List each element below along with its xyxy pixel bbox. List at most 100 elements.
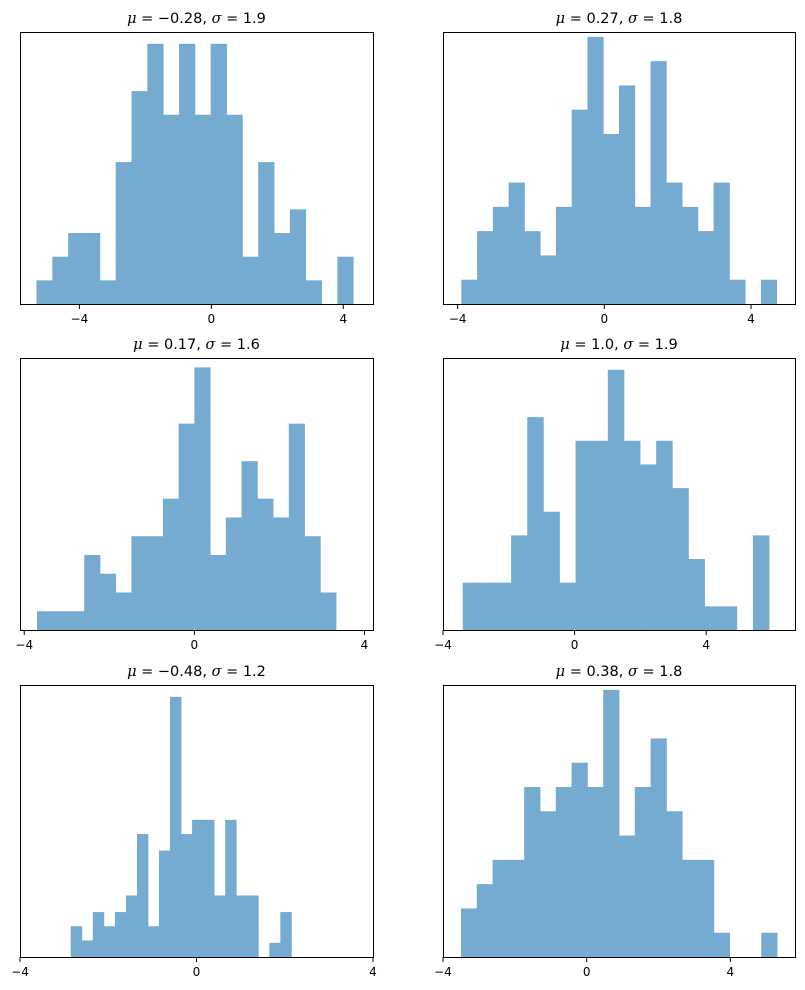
x-tick-label: 4 [702,638,710,652]
x-tick-label: 0 [601,312,609,326]
histogram-bar [147,536,164,630]
x-tick-label: 0 [583,965,591,979]
histogram-bar [492,859,509,957]
histogram-bar [697,231,714,304]
histogram-bar [704,606,722,630]
histogram-bar [269,942,281,957]
histogram-bar [720,606,738,630]
histogram-bar [320,592,337,630]
histogram-bar [543,511,560,630]
histogram-bar [540,255,557,304]
histogram-bar [603,134,620,304]
bars [37,367,337,630]
x-tick-label: 4 [747,312,755,326]
histogram-bar [114,912,127,957]
histogram-bar [337,256,354,304]
histogram-bar [623,440,641,630]
histogram-bar [524,231,541,304]
histogram-bar [84,233,101,304]
histogram-bar [131,91,148,304]
histogram-bar [640,464,657,630]
axes-frame [20,358,374,631]
histogram-bar [194,114,212,304]
axes-frame [443,32,796,305]
histogram-panel-1: −4 0 4 μ = −0.28, σ = 1.9 [20,11,374,326]
histogram-bar [752,535,770,630]
x-tick-label: −4 [15,638,33,652]
histogram-bar [575,440,593,630]
histogram-bar [729,279,746,304]
histogram-bar [214,895,226,957]
histogram-bar [460,908,478,957]
histogram-bar [508,182,525,304]
histogram-bar [477,231,494,304]
histogram-bar [508,859,525,957]
histogram-bar [203,819,215,957]
histogram-bar [257,498,274,630]
histogram-bar [163,114,180,304]
histogram-bar [170,696,182,957]
histogram-bar [226,114,243,304]
histogram-bar [555,206,573,304]
histogram-bar [131,536,148,630]
histogram-bar [462,582,480,630]
histogram-bar [210,43,227,304]
histogram-bar [158,850,171,957]
x-tick-label: 4 [727,965,735,979]
bars [70,696,292,957]
histogram-bar [103,926,116,957]
subplot-title: μ = 0.38, σ = 1.8 [556,664,683,680]
histogram-bar [304,536,321,630]
histogram-bar [650,61,667,304]
histogram-bar [527,417,544,630]
histogram-bar [587,787,604,957]
histogram-bar [225,517,242,630]
histogram-bar [194,367,211,630]
subplot-title: μ = −0.48, σ = 1.2 [127,664,266,680]
histogram-bar [672,488,689,630]
histogram-bar [236,895,248,957]
histogram-bar [607,369,625,630]
histogram-bar [225,819,237,957]
histogram-bar [274,233,291,304]
histogram-bar [70,926,83,957]
x-tick-label: −4 [434,638,452,652]
histogram-bar [247,895,259,957]
x-tick-label: −4 [11,965,29,979]
histogram-bar [68,611,85,630]
histogram-bar [713,182,730,304]
histogram-bar [539,811,557,957]
axes-frame [443,358,796,631]
histogram-panel-2: −4 0 4 μ = 0.27, σ = 1.8 [443,11,796,326]
histogram-bar [571,109,588,305]
x-tick-label: 4 [361,638,369,652]
x-tick-label: 0 [571,638,579,652]
histogram-bar [305,280,322,304]
axes-frame [443,685,796,958]
histogram-bar [178,423,195,630]
histogram-bar [92,912,105,957]
histogram-bar [591,440,609,630]
histogram-bar [81,940,94,957]
histogram-bar [84,554,101,630]
histogram-panel-3: −4 0 4 μ = 0.17, σ = 1.6 [15,337,374,652]
subplot-title: μ = −0.28, σ = 1.9 [127,11,266,27]
histogram-bar [603,689,620,957]
histogram-bar [242,256,259,304]
bars [36,43,354,304]
histogram-bar [115,162,132,304]
histogram-bar [273,517,290,630]
histogram-panel-6: −4 0 4 μ = 0.38, σ = 1.8 [434,664,796,979]
histogram-bar [650,738,667,957]
x-tick-label: −4 [434,965,452,979]
histogram-bar [587,36,604,305]
histogram-bar [241,461,258,630]
histogram-bar [36,280,53,304]
histogram-bar [68,233,85,304]
bars [462,369,770,630]
histogram-bar [210,554,227,630]
histogram-bar [555,787,572,957]
histogram-bar [179,43,196,304]
histogram-bar [478,582,496,630]
